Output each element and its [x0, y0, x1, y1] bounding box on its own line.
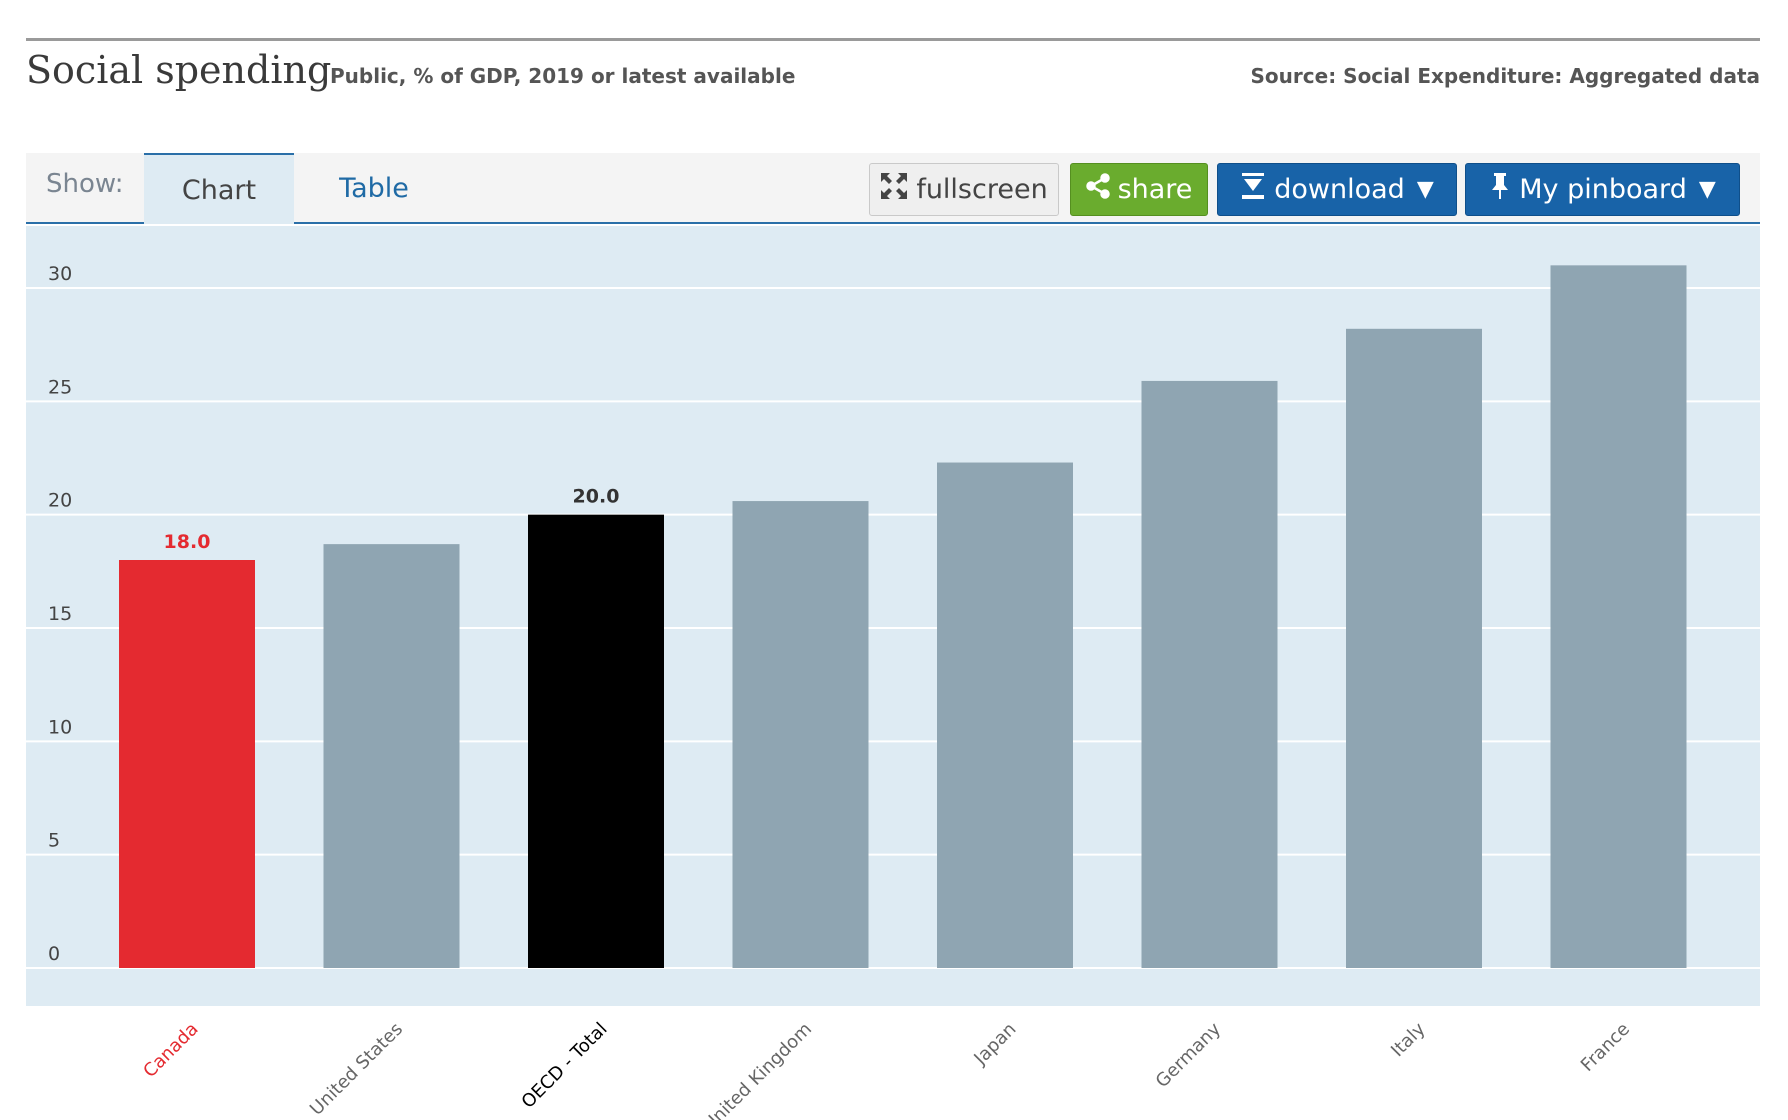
source-link[interactable]: Source: Social Expenditure: Aggregated d…	[1250, 64, 1760, 88]
y-tick-label: 5	[48, 830, 60, 852]
x-tick-label: France	[1577, 1019, 1634, 1076]
bar-italy[interactable]	[1346, 328, 1482, 968]
y-tick-label: 25	[48, 376, 72, 398]
bar-france[interactable]	[1550, 265, 1687, 968]
show-label: Show:	[46, 169, 124, 199]
bar-canada[interactable]	[119, 560, 255, 968]
fullscreen-icon	[880, 172, 908, 207]
download-label: download	[1274, 174, 1405, 205]
y-tick-label: 20	[48, 490, 72, 512]
share-button[interactable]: share	[1070, 163, 1208, 216]
pinboard-button[interactable]: My pinboard ▼	[1465, 163, 1740, 216]
chart-subtitle: Public, % of GDP, 2019 or latest availab…	[330, 64, 796, 88]
x-tick-label: United Kingdom	[699, 1019, 816, 1120]
bar-oecd-total[interactable]	[528, 514, 664, 968]
bar-united-kingdom[interactable]	[732, 501, 869, 968]
bar-germany[interactable]	[1141, 380, 1278, 968]
x-tick-label: Germany	[1152, 1018, 1226, 1092]
share-icon	[1085, 173, 1110, 206]
tab-chart[interactable]: Chart	[144, 153, 294, 224]
fullscreen-label: fullscreen	[916, 174, 1048, 205]
y-tick-label: 10	[48, 716, 72, 738]
bar-united-states[interactable]	[323, 544, 460, 968]
bar-japan[interactable]	[937, 462, 1073, 968]
page-title: Social spending	[26, 48, 332, 92]
download-icon	[1240, 172, 1266, 207]
toolbar: Show: Chart Table fullscreen	[26, 153, 1760, 224]
share-label: share	[1117, 174, 1193, 205]
y-tick-label: 0	[48, 943, 60, 965]
x-tick-label: United States	[306, 1019, 407, 1120]
data-label: 20.0	[573, 486, 620, 508]
tab-table[interactable]: Table	[339, 173, 409, 204]
pin-icon	[1489, 172, 1511, 207]
x-tick-label: Japan	[969, 1019, 1020, 1070]
x-tick-label: Italy	[1387, 1018, 1430, 1061]
x-tick-label: OECD - Total	[518, 1019, 612, 1113]
y-tick-label: 30	[48, 263, 72, 285]
caret-down-icon: ▼	[1698, 177, 1716, 202]
fullscreen-button[interactable]: fullscreen	[869, 163, 1059, 216]
top-divider	[26, 38, 1760, 41]
x-tick-label: Canada	[139, 1019, 202, 1082]
download-button[interactable]: download ▼	[1217, 163, 1457, 216]
data-label: 18.0	[164, 531, 211, 553]
y-tick-label: 15	[48, 603, 72, 625]
plot-background	[26, 226, 1760, 1006]
pinboard-label: My pinboard	[1519, 174, 1687, 205]
caret-down-icon: ▼	[1416, 177, 1434, 202]
